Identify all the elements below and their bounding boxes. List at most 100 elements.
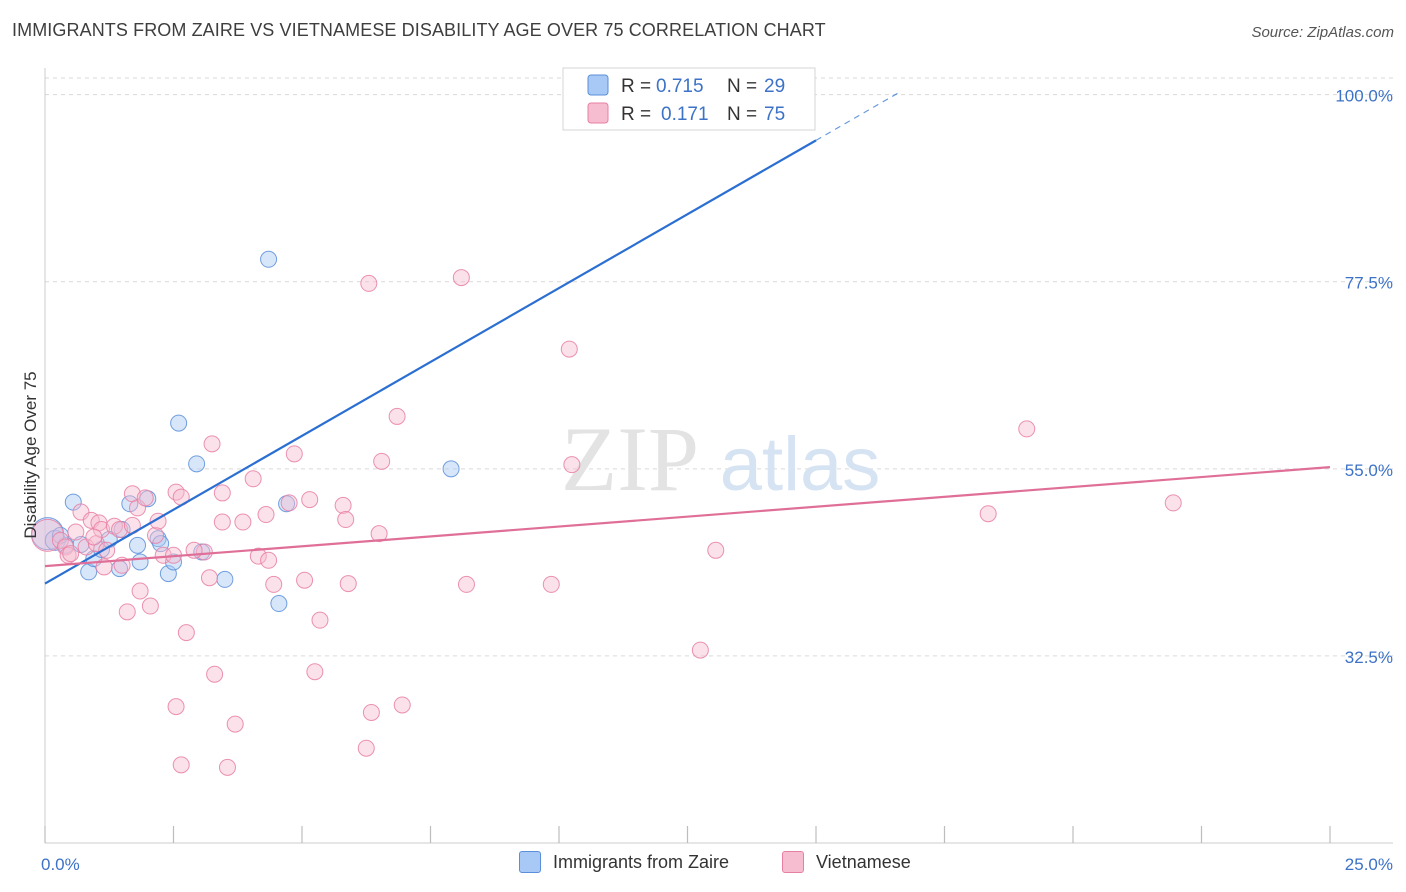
legend-pink-n-value: 75 <box>764 104 785 125</box>
vietnamese-point <box>244 470 262 488</box>
vietnamese-point <box>370 525 388 543</box>
vietnamese-point <box>563 456 581 474</box>
vietnamese-trend-line <box>44 466 1331 568</box>
legend-blue-n-value: 29 <box>764 76 785 97</box>
vietnamese-point <box>393 696 411 714</box>
vietnamese-point <box>296 571 314 589</box>
vietnamese-point <box>306 663 324 681</box>
zaire-trend-extension <box>815 92 899 141</box>
vietnamese-point <box>334 496 352 514</box>
vietnamese-point <box>373 452 391 470</box>
vietnamese-point <box>67 523 85 541</box>
legend-label-zaire: Immigrants from Zaire <box>553 851 730 872</box>
vietnamese-point <box>206 665 224 683</box>
vietnamese-point <box>691 641 709 659</box>
vietnamese-point <box>1018 420 1036 438</box>
zaire-point <box>260 250 278 268</box>
vietnamese-point <box>388 407 406 425</box>
vietnamese-point <box>260 551 278 569</box>
vietnamese-point <box>172 756 190 774</box>
data-points <box>31 81 1182 776</box>
vietnamese-point <box>311 611 329 629</box>
vietnamese-point <box>234 513 252 531</box>
vietnamese-point <box>105 517 123 535</box>
zaire-point <box>80 563 98 581</box>
vietnamese-point <box>213 513 231 531</box>
zaire-point <box>149 530 167 548</box>
legend-top: R = 0.715 N = 29 R = 0.171 N = 75 <box>562 67 816 131</box>
legend-swatch-zaire <box>519 851 541 873</box>
trend-lines <box>44 92 1331 585</box>
zaire-point <box>188 455 206 473</box>
legend-swatch-vietnamese <box>782 851 804 873</box>
vietnamese-point <box>457 575 475 593</box>
legend-pink-swatch <box>587 102 609 124</box>
legend-pink-r-label: R = <box>621 104 651 125</box>
watermark-zip: ZIP <box>561 408 699 510</box>
legend-item-zaire: Immigrants from Zaire <box>519 851 729 873</box>
legend-blue-r-label: R = <box>621 76 651 97</box>
zaire-point <box>121 495 139 513</box>
vietnamese-point <box>257 506 275 524</box>
vietnamese-point <box>141 597 159 615</box>
vietnamese-point <box>213 484 231 502</box>
vietnamese-point <box>118 603 136 621</box>
vietnamese-point <box>542 575 560 593</box>
y-tick-label: 100.0% <box>1335 87 1393 106</box>
legend-pink-r-value: 0.171 <box>661 104 709 125</box>
zaire-point <box>270 595 288 613</box>
vietnamese-point <box>357 739 375 757</box>
vietnamese-point <box>203 435 221 453</box>
vietnamese-point <box>280 494 298 512</box>
legend-bottom: Immigrants from Zaire Vietnamese <box>0 851 1406 877</box>
legend-blue-swatch <box>587 74 609 96</box>
vietnamese-point <box>360 274 378 292</box>
watermark-atlas: atlas <box>720 422 881 507</box>
vietnamese-point <box>177 624 195 642</box>
zaire-point <box>216 570 234 588</box>
vietnamese-point <box>265 575 283 593</box>
watermark: ZIP atlas <box>561 408 880 510</box>
x-tick-label: 25.0% <box>1345 855 1393 874</box>
vietnamese-point <box>249 547 267 565</box>
vietnamese-point <box>62 545 80 563</box>
vietnamese-point <box>31 518 65 552</box>
vietnamese-point <box>285 445 303 463</box>
vietnamese-point <box>452 269 470 287</box>
vietnamese-point <box>560 340 578 358</box>
zaire-trend-line <box>44 139 817 585</box>
vietnamese-point <box>85 528 103 546</box>
zaire-point <box>165 553 182 571</box>
y-tick-label: 77.5% <box>1345 274 1393 293</box>
legend-blue-n-label: N = <box>727 76 757 97</box>
zaire-point <box>129 536 147 554</box>
zaire-point <box>442 460 460 478</box>
y-tick-label: 32.5% <box>1345 648 1393 667</box>
vietnamese-point <box>111 521 129 539</box>
grid-lines <box>45 77 1393 657</box>
legend-item-vietnamese: Vietnamese <box>782 851 911 873</box>
vietnamese-point <box>707 541 725 559</box>
vietnamese-point <box>131 582 149 600</box>
legend-pink-n-label: N = <box>727 104 757 125</box>
y-axis-label: Disability Age Over 75 <box>21 371 40 538</box>
tick-labels: 100.0% 77.5% 55.0% 32.5% 0.0% 25.0% <box>41 87 1393 874</box>
vietnamese-point <box>337 511 355 529</box>
legend-label-vietnamese: Vietnamese <box>816 851 911 872</box>
vietnamese-point <box>301 491 319 509</box>
vietnamese-point <box>147 526 165 544</box>
vietnamese-point <box>339 575 357 593</box>
chart-title: IMMIGRANTS FROM ZAIRE VS VIETNAMESE DISA… <box>12 20 826 40</box>
zaire-point <box>131 553 149 571</box>
vietnamese-point <box>979 505 997 523</box>
vietnamese-point <box>226 715 244 733</box>
vietnamese-point <box>1164 494 1182 512</box>
vietnamese-point <box>362 703 380 721</box>
axes <box>44 68 1393 844</box>
vietnamese-point <box>167 698 185 716</box>
x-tick-label: 0.0% <box>41 855 80 874</box>
vietnamese-point <box>200 569 218 587</box>
source-label: Source: ZipAtlas.com <box>1251 24 1394 41</box>
vietnamese-point <box>136 489 154 507</box>
